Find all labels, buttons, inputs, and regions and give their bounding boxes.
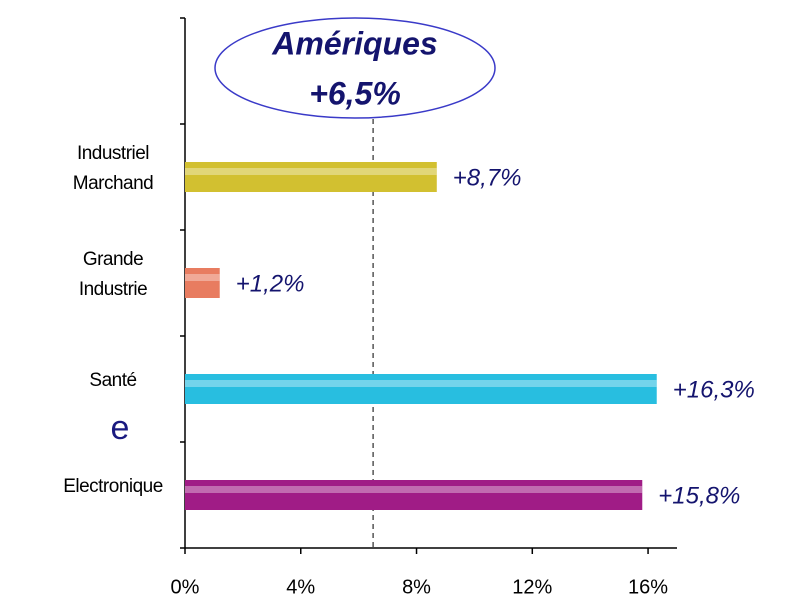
category-label: Santé — [89, 370, 137, 391]
value-label: +8,7% — [453, 164, 522, 191]
value-label: +15,8% — [658, 482, 740, 509]
category-label: Industriel Marchand — [72, 143, 154, 194]
bar-highlight — [185, 486, 643, 493]
bar-highlight — [185, 168, 437, 175]
annotation-ellipse — [214, 17, 496, 119]
fragment: e — [111, 409, 130, 447]
bar-highlight — [185, 380, 657, 387]
x-tick-label: 4% — [286, 576, 315, 598]
x-tick-label: 8% — [402, 576, 431, 598]
x-tick-label: 0% — [171, 576, 200, 598]
bar — [185, 162, 437, 192]
bar-highlight — [185, 274, 220, 281]
bar — [185, 480, 643, 510]
value-label: +16,3% — [673, 376, 755, 403]
category-label: Electronique — [63, 476, 163, 497]
annotation-title: Amériques — [271, 25, 437, 61]
annotation-label: +6,5% — [309, 75, 401, 111]
value-label: +1,2% — [236, 270, 305, 297]
bar — [185, 374, 657, 404]
bar — [185, 268, 220, 298]
category-label: Grande Industrie — [78, 249, 148, 300]
x-tick-label: 12% — [512, 576, 552, 598]
x-tick-label: 16% — [628, 576, 668, 598]
